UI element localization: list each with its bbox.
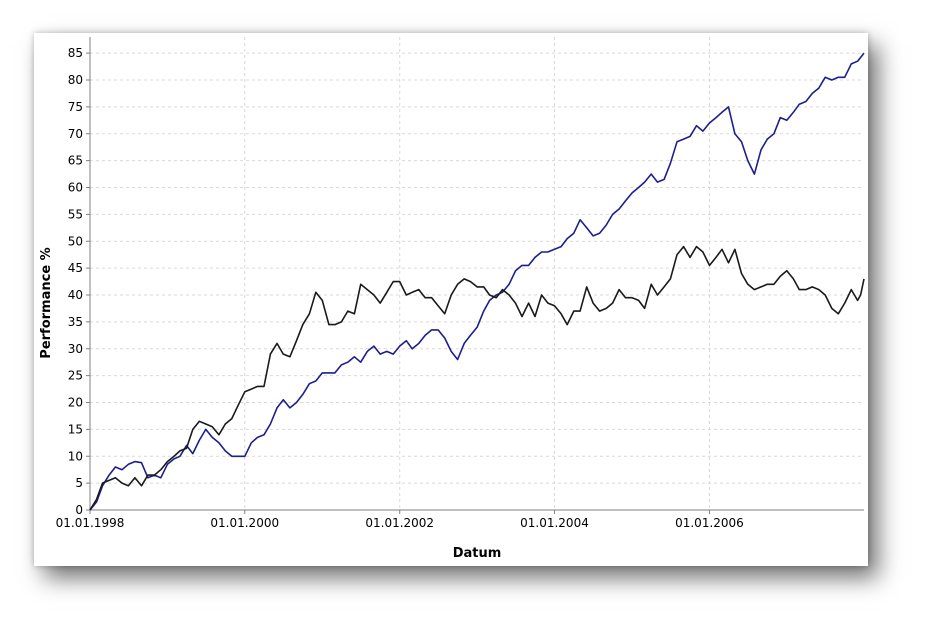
line-chart: 0 5 10 15 20 25 30 35 40 45 50 55 60 65 70 75 80 85 01.01.… <box>39 37 865 561</box>
y-tick-label: 55 <box>68 207 83 221</box>
y-tick-label: 15 <box>68 422 83 436</box>
y-tick-label: 20 <box>68 396 83 410</box>
y-tick-label: 60 <box>68 181 83 195</box>
x-axis-title: Datum <box>453 546 502 561</box>
y-tick-label: 35 <box>68 315 83 329</box>
tick-labels: 0 5 10 15 20 25 30 35 40 45 50 55 60 65 70 75 80 85 01.01.… <box>56 46 744 530</box>
y-tick-label: 50 <box>68 234 83 248</box>
y-tick-label: 30 <box>68 342 83 356</box>
y-tick-label: 65 <box>68 154 83 168</box>
x-tick-label: 01.01.2000 <box>210 516 279 530</box>
y-tick-label: 75 <box>68 100 83 114</box>
y-tick-label: 85 <box>68 46 83 60</box>
x-tick-label: 01.01.1998 <box>56 516 125 530</box>
grid <box>90 37 864 510</box>
series-lines <box>89 52 865 511</box>
y-tick-label: 80 <box>68 73 83 87</box>
x-tick-label: 01.01.2002 <box>365 516 434 530</box>
x-tick-label: 01.01.2006 <box>675 516 744 530</box>
y-tick-label: 40 <box>68 288 83 302</box>
y-tick-label: 25 <box>68 369 83 383</box>
y-tick-label: 5 <box>75 476 83 490</box>
y-tick-label: 70 <box>68 127 83 141</box>
x-tick-label: 01.01.2004 <box>520 516 589 530</box>
series-line-1 <box>89 52 865 511</box>
series-line-2 <box>89 245 865 511</box>
chart-panel: 0 5 10 15 20 25 30 35 40 45 50 55 60 65 70 75 80 85 01.01.… <box>34 33 868 566</box>
y-tick-label: 45 <box>68 261 83 275</box>
y-axis-title: Performance % <box>39 247 54 358</box>
axes <box>86 37 864 514</box>
y-tick-label: 0 <box>75 503 83 517</box>
y-tick-label: 10 <box>68 449 83 463</box>
